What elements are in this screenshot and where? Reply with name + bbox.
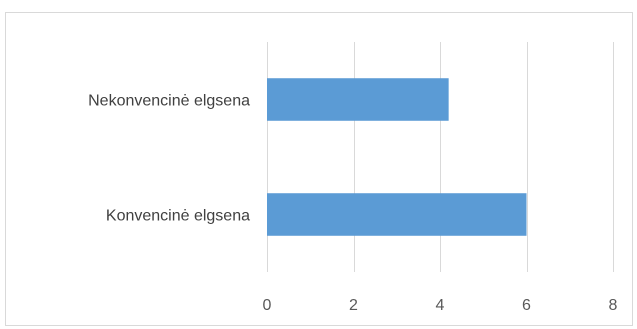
x-tick-label: 8 (609, 297, 618, 314)
category-labels: Nekonvencinė elgsena Konvencinė elgsena (88, 93, 250, 225)
gridlines (267, 42, 614, 272)
x-tick-label: 2 (349, 297, 358, 314)
x-axis-tick-labels: 0 2 4 6 8 (263, 297, 618, 314)
x-tick-label: 0 (263, 297, 272, 314)
category-label: Konvencinė elgsena (106, 208, 250, 225)
bar-0 (267, 78, 449, 121)
x-tick-label: 4 (436, 297, 445, 314)
bar-1 (267, 193, 527, 236)
chart-frame (5, 12, 633, 326)
x-tick-label: 6 (522, 297, 531, 314)
category-label: Nekonvencinė elgsena (88, 93, 250, 110)
bars (267, 78, 527, 236)
